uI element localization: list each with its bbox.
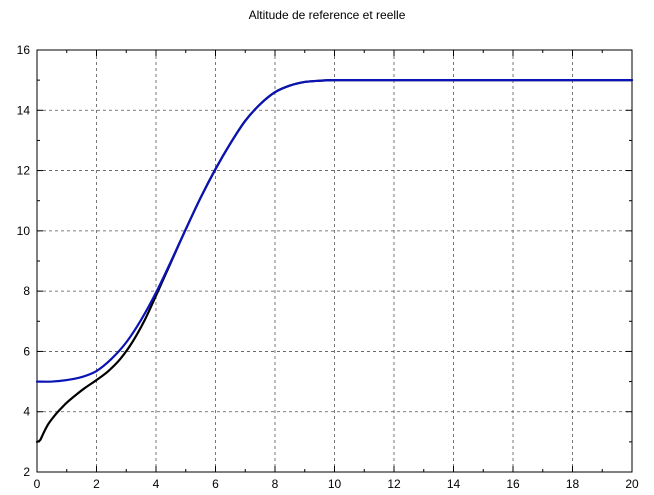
- y-tick-label: 14: [17, 103, 31, 117]
- x-tick-label: 2: [93, 477, 100, 491]
- x-tick-label: 12: [387, 477, 401, 491]
- x-tick-label: 6: [212, 477, 219, 491]
- y-tick-label: 6: [23, 344, 30, 358]
- x-tick-label: 0: [34, 477, 41, 491]
- x-tick-label: 16: [506, 477, 520, 491]
- x-tick-label: 14: [447, 477, 461, 491]
- tick-marks: [36, 49, 633, 473]
- y-tick-label: 12: [17, 164, 31, 178]
- x-tick-label: 8: [272, 477, 279, 491]
- chart-title: Altitude de reference et reelle: [248, 8, 406, 22]
- series-line-2: [35, 78, 634, 383]
- series: [35, 78, 634, 443]
- x-tick-label: 20: [625, 477, 639, 491]
- x-tick-label: 10: [328, 477, 342, 491]
- y-tick-label: 4: [23, 405, 30, 419]
- x-tick-label: 18: [566, 477, 580, 491]
- x-tick-label: 4: [153, 477, 160, 491]
- y-tick-label: 2: [23, 465, 30, 479]
- y-tick-label: 8: [23, 284, 30, 298]
- grid: [37, 50, 632, 472]
- y-tick-label: 10: [17, 224, 31, 238]
- y-tick-label: 16: [17, 43, 31, 57]
